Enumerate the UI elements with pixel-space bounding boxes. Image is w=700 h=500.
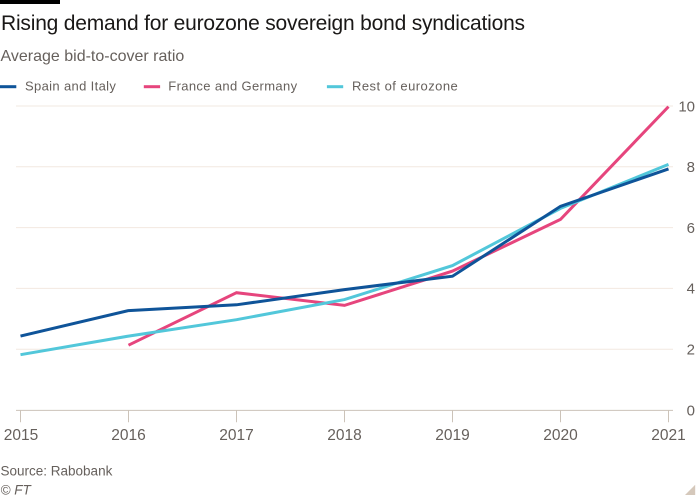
svg-text:Rising demand for eurozone sov: Rising demand for eurozone sovereign bon… bbox=[1, 12, 525, 35]
svg-text:2018: 2018 bbox=[327, 427, 361, 444]
svg-text:France and Germany: France and Germany bbox=[168, 79, 297, 94]
svg-text:© FT: © FT bbox=[1, 483, 33, 498]
svg-text:Spain and Italy: Spain and Italy bbox=[25, 79, 116, 94]
svg-text:6: 6 bbox=[687, 220, 695, 237]
svg-text:0: 0 bbox=[687, 403, 695, 420]
svg-text:2019: 2019 bbox=[435, 427, 469, 444]
svg-text:2: 2 bbox=[687, 342, 695, 359]
svg-text:Source: Rabobank: Source: Rabobank bbox=[1, 464, 113, 479]
svg-text:2021: 2021 bbox=[651, 427, 685, 444]
svg-text:Average bid-to-cover ratio: Average bid-to-cover ratio bbox=[1, 48, 185, 65]
svg-text:4: 4 bbox=[687, 281, 695, 298]
svg-text:2015: 2015 bbox=[4, 427, 38, 444]
svg-text:8: 8 bbox=[687, 159, 695, 176]
svg-text:2016: 2016 bbox=[111, 427, 145, 444]
svg-text:10: 10 bbox=[678, 98, 695, 115]
svg-text:Rest of eurozone: Rest of eurozone bbox=[352, 79, 458, 94]
svg-text:2020: 2020 bbox=[543, 427, 578, 444]
svg-text:2017: 2017 bbox=[219, 427, 253, 444]
